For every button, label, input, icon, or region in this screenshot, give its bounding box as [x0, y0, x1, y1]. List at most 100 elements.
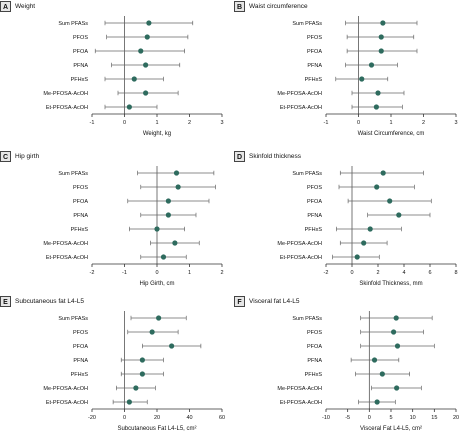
point-estimate	[380, 170, 386, 176]
panel-c: C Hip girth -2 -1 0 1 2 Hip Girth, cm Sum PFAS…	[0, 150, 233, 290]
category-label: PFNA	[307, 213, 322, 219]
point-estimate	[139, 371, 145, 377]
panel-e-header: E Subcutaneous fat L4-L5	[0, 295, 84, 307]
x-tick-label: 2	[220, 270, 223, 276]
x-tick-label: 1	[389, 120, 392, 126]
point-estimate	[394, 385, 400, 391]
x-axis-title: Subcutaneous Fat L4-L5, cm²	[117, 426, 196, 432]
category-label: PFOS	[307, 35, 322, 41]
category-label: PFNA	[73, 358, 88, 364]
panel-d-plot: -2 0 2 4 6 8 Skinfold Thickness, mm Sum PFASs PF…	[277, 166, 458, 287]
point-estimate	[387, 198, 393, 204]
panel-a-letter: A	[0, 0, 11, 12]
point-estimate	[133, 385, 139, 391]
panel-e-title: Subcutaneous fat L4-L5	[15, 297, 85, 305]
point-estimate	[139, 357, 145, 363]
point-estimate	[374, 184, 380, 190]
x-axis-title: Visceral Fat L4-L5, cm²	[360, 426, 422, 432]
point-estimate	[126, 399, 132, 405]
panel-d-letter: D	[234, 150, 245, 162]
x-tick-label: -1	[90, 120, 95, 126]
category-label: Me-PFOSA-AcOH	[43, 91, 88, 97]
category-label: PFNA	[73, 213, 88, 219]
category-label: PFHxS	[305, 227, 323, 233]
panel-b-title: Waist circumference	[249, 2, 308, 10]
category-label: PFHxS	[305, 372, 323, 378]
point-estimate	[154, 226, 160, 232]
category-label: Sum PFASs	[58, 21, 88, 27]
x-tick-label: 2	[188, 120, 191, 126]
point-estimate	[143, 62, 149, 68]
point-estimate	[371, 357, 378, 363]
x-tick-label: 2	[376, 270, 379, 276]
panel-f: F Visceral fat L4-L5 -10 -5 0 5 10 15 20 Viscer…	[234, 295, 467, 435]
x-tick-label: 0	[357, 120, 360, 126]
point-estimate	[379, 371, 385, 377]
point-estimate	[169, 343, 175, 349]
x-tick-label: 40	[186, 415, 192, 421]
panel-b-plot: -1 0 1 2 3 Waist Circumference, cm Sum PFASs PF…	[277, 16, 458, 137]
category-label: Me-PFOSA-AcOH	[277, 91, 322, 97]
point-estimate	[131, 76, 137, 82]
x-tick-label: -1	[324, 120, 329, 126]
point-estimate	[172, 240, 178, 246]
x-tick-label: 5	[389, 415, 392, 421]
x-tick-label: 15	[431, 415, 437, 421]
x-tick-label: 1	[188, 270, 191, 276]
point-estimate	[146, 20, 152, 26]
category-label: PFOS	[73, 330, 88, 336]
category-label: PFOS	[307, 330, 322, 336]
x-tick-label: 0	[123, 415, 126, 421]
point-estimate	[354, 254, 360, 260]
point-estimate	[359, 76, 365, 82]
panel-f-letter: F	[234, 295, 245, 307]
category-label: PFOA	[307, 199, 322, 205]
category-label: PFOA	[73, 49, 88, 55]
x-tick-label: 60	[219, 415, 225, 421]
point-estimate	[378, 48, 384, 54]
panel-d-header: D Skinfold thickness	[234, 150, 301, 162]
panel-c-title: Hip girth	[15, 152, 40, 160]
category-label: Sum PFASs	[292, 316, 322, 322]
category-label: Sum PFASs	[292, 21, 322, 27]
panel-f-title: Visceral fat L4-L5	[249, 297, 300, 305]
category-label: Sum PFASs	[292, 171, 322, 177]
point-estimate	[374, 399, 380, 405]
x-tick-label: 4	[402, 270, 405, 276]
x-tick-label: -2	[324, 270, 329, 276]
x-tick-label: 8	[454, 270, 457, 276]
x-tick-label: 3	[454, 120, 457, 126]
panel-a: A Weight -1 0 1 2 3 Weight, kg Sum PFASs PFOS PF…	[0, 0, 233, 140]
category-label: Sum PFASs	[58, 171, 88, 177]
point-estimate	[165, 212, 171, 218]
panel-b-letter: B	[234, 0, 245, 12]
point-estimate	[361, 240, 367, 246]
point-estimate	[380, 20, 386, 26]
panel-e-plot: -20 0 20 40 60 Subcutaneous Fat L4-L5, cm² Sum…	[43, 311, 225, 432]
point-estimate	[393, 315, 399, 321]
category-label: Et-PFOSA-AcOH	[280, 400, 322, 406]
panel-b: B Waist circumference -1 0 1 2 3 Waist Circum…	[234, 0, 467, 140]
category-label: PFHxS	[71, 372, 89, 378]
point-estimate	[126, 104, 132, 110]
point-estimate	[138, 48, 144, 54]
point-estimate	[396, 212, 402, 218]
x-tick-label: 2	[422, 120, 425, 126]
category-label: PFOA	[73, 344, 88, 350]
category-label: PFNA	[307, 358, 322, 364]
point-estimate	[175, 184, 181, 190]
panel-a-plot: -1 0 1 2 3 Weight, kg Sum PFASs PFOS PFOA PFNA PFH…	[43, 16, 224, 137]
point-estimate	[368, 62, 375, 68]
panel-f-plot: -10 -5 0 5 10 15 20 Visceral Fat L4-L5, cm² Sum …	[277, 311, 459, 432]
panel-a-title: Weight	[15, 2, 36, 10]
x-tick-label: 0	[123, 120, 126, 126]
point-estimate	[394, 343, 401, 349]
panel-c-letter: C	[0, 150, 11, 162]
panel-a-header: A Weight	[0, 0, 35, 12]
x-axis-title: Waist Circumference, cm	[358, 131, 425, 137]
point-estimate	[143, 90, 149, 96]
panel-d-title: Skinfold thickness	[249, 152, 302, 160]
category-label: PFOA	[307, 49, 322, 55]
category-label: Sum PFASs	[58, 316, 88, 322]
x-tick-label: 10	[410, 415, 416, 421]
